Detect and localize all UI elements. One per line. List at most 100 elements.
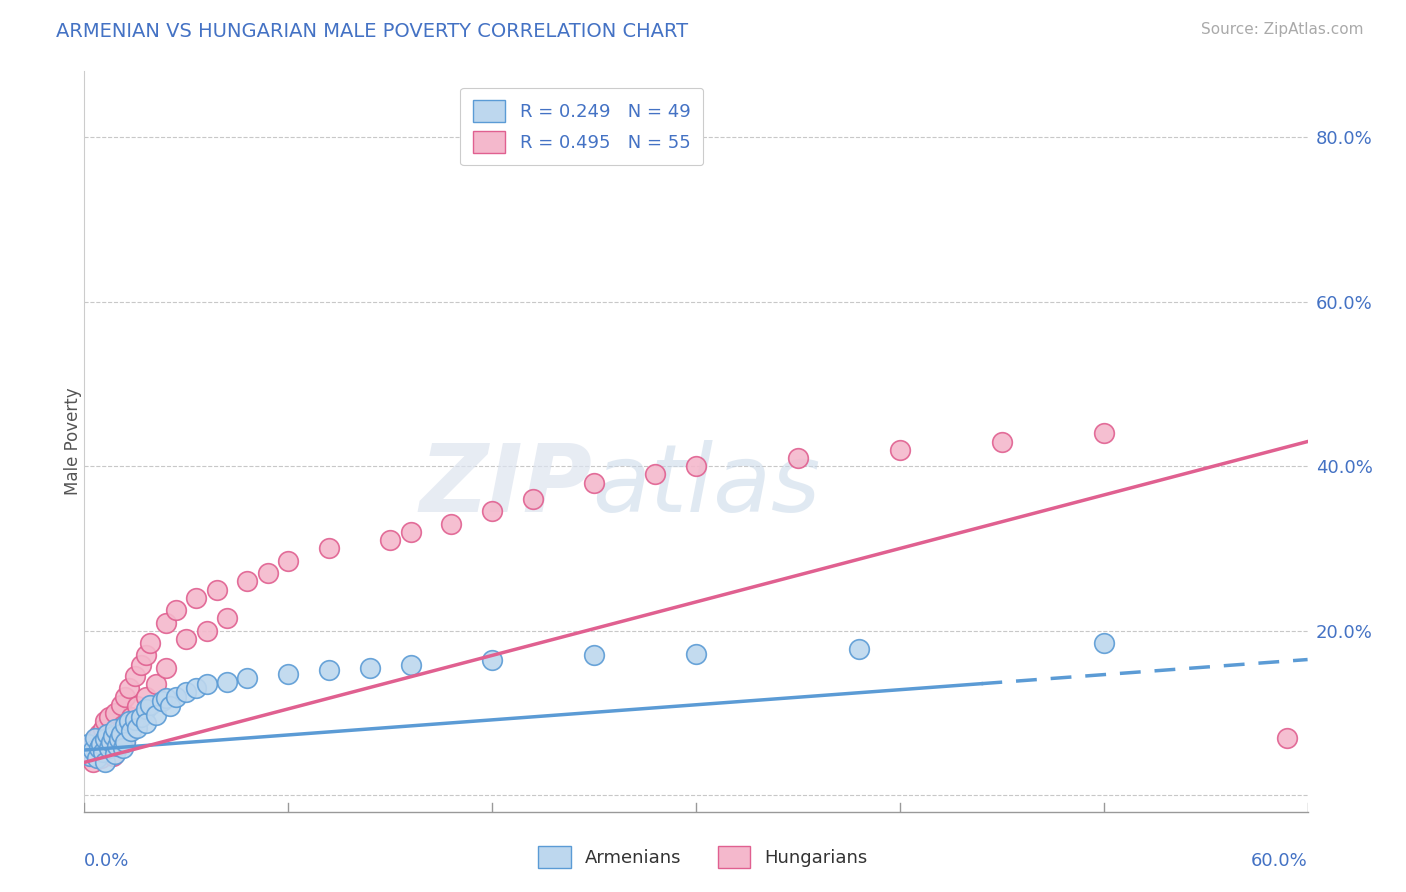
Point	[150, 694, 173, 708]
Point	[186, 591, 208, 605]
Point	[97, 710, 120, 724]
Point	[86, 743, 108, 757]
Point	[93, 735, 115, 749]
Point	[145, 677, 167, 691]
Point	[131, 710, 153, 724]
Point	[101, 729, 124, 743]
Point	[787, 450, 810, 465]
Point	[399, 658, 422, 673]
Text: Source: ZipAtlas.com: Source: ZipAtlas.com	[1201, 22, 1364, 37]
Point	[685, 647, 707, 661]
Point	[77, 748, 100, 763]
Point	[120, 710, 142, 724]
Point	[114, 690, 136, 704]
Point	[104, 706, 127, 720]
Point	[124, 713, 146, 727]
Point	[104, 723, 127, 737]
Point	[112, 718, 135, 732]
Point	[359, 661, 381, 675]
Point	[145, 707, 167, 722]
Point	[97, 740, 120, 755]
Point	[82, 756, 104, 770]
Point	[481, 652, 503, 666]
Point	[105, 739, 128, 753]
Text: atlas: atlas	[592, 441, 820, 532]
Point	[481, 504, 503, 518]
Point	[100, 731, 122, 745]
Point	[131, 658, 153, 673]
Point	[644, 467, 666, 482]
Point	[124, 669, 146, 683]
Point	[118, 681, 141, 696]
Point	[79, 739, 101, 753]
Point	[1092, 426, 1115, 441]
Point	[135, 702, 157, 716]
Point	[120, 724, 142, 739]
Point	[155, 615, 177, 630]
Point	[1092, 636, 1115, 650]
Point	[108, 739, 131, 753]
Point	[91, 746, 114, 760]
Point	[205, 582, 228, 597]
Point	[440, 516, 463, 531]
Text: ARMENIAN VS HUNGARIAN MALE POVERTY CORRELATION CHART: ARMENIAN VS HUNGARIAN MALE POVERTY CORRE…	[56, 22, 689, 41]
Point	[889, 442, 911, 457]
Text: 0.0%: 0.0%	[84, 853, 129, 871]
Point	[991, 434, 1014, 449]
Point	[90, 737, 112, 751]
Point	[583, 475, 606, 490]
Point	[174, 685, 197, 699]
Point	[583, 648, 606, 663]
Point	[165, 690, 187, 704]
Point	[127, 721, 149, 735]
Point	[522, 492, 544, 507]
Point	[86, 751, 108, 765]
Point	[112, 740, 135, 755]
Point	[685, 459, 707, 474]
Point	[83, 731, 105, 745]
Point	[155, 691, 177, 706]
Point	[96, 743, 118, 757]
Point	[105, 724, 128, 739]
Point	[165, 603, 187, 617]
Point	[90, 751, 112, 765]
Point	[96, 726, 118, 740]
Point	[138, 636, 160, 650]
Point	[1277, 731, 1299, 745]
Point	[79, 748, 101, 763]
Point	[138, 698, 160, 712]
Point	[118, 714, 141, 729]
Point	[127, 699, 149, 714]
Point	[93, 714, 115, 729]
Legend: R = 0.249   N = 49, R = 0.495   N = 55: R = 0.249 N = 49, R = 0.495 N = 55	[460, 87, 703, 165]
Point	[93, 732, 115, 747]
Point	[236, 574, 259, 589]
Point	[159, 699, 181, 714]
Point	[380, 533, 402, 548]
Point	[114, 735, 136, 749]
Point	[77, 737, 100, 751]
Point	[108, 732, 131, 747]
Point	[87, 726, 110, 740]
Point	[399, 524, 422, 539]
Text: 60.0%: 60.0%	[1251, 853, 1308, 871]
Point	[135, 648, 157, 663]
Point	[277, 666, 299, 681]
Point	[114, 735, 136, 749]
Point	[848, 641, 870, 656]
Point	[87, 740, 110, 755]
Point	[217, 674, 239, 689]
Point	[277, 554, 299, 568]
Point	[83, 732, 105, 747]
Legend: Armenians, Hungarians: Armenians, Hungarians	[527, 835, 879, 879]
Point	[186, 681, 208, 696]
Point	[110, 726, 132, 740]
Point	[318, 663, 340, 677]
Point	[318, 541, 340, 556]
Point	[257, 566, 280, 581]
Point	[174, 632, 197, 646]
Point	[93, 756, 115, 770]
Point	[114, 718, 136, 732]
Text: ZIP: ZIP	[419, 440, 592, 532]
Point	[236, 672, 259, 686]
